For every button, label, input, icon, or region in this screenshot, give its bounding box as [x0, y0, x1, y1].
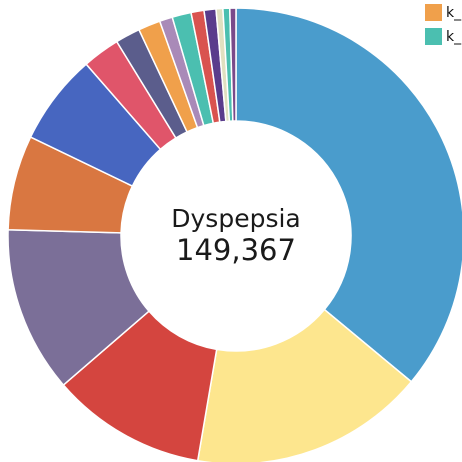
donut-slices: [7, 7, 462, 462]
legend-item[interactable]: k_: [425, 26, 461, 47]
donut-slice-0[interactable]: [235, 7, 462, 383]
legend-swatch: [425, 4, 442, 21]
legend-label: k_: [446, 4, 462, 21]
legend-label: k_: [446, 28, 462, 45]
legend-swatch: [425, 28, 442, 45]
center-label: Dyspepsia: [171, 204, 300, 233]
donut-slice-15[interactable]: [229, 7, 237, 122]
center-value: 149,367: [176, 233, 296, 267]
legend: k_ k_: [425, 2, 461, 50]
legend-item[interactable]: k_: [425, 2, 461, 23]
